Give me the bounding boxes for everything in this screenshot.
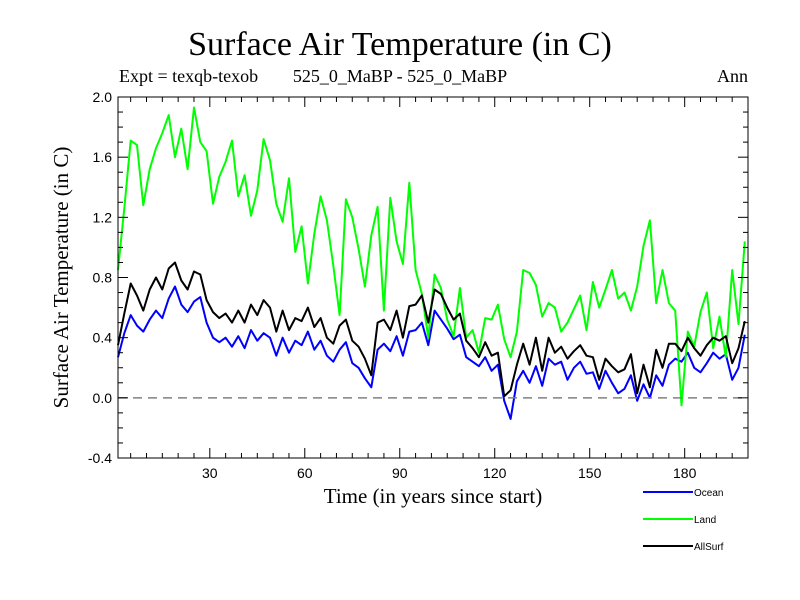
y-tick-label: 0.0 <box>93 390 113 406</box>
x-tick-label: 90 <box>392 465 408 481</box>
y-axis-title: Surface Air Temperature (in C) <box>49 147 73 409</box>
season-label: Ann <box>717 66 748 86</box>
y-tick-label: 2.0 <box>93 89 113 105</box>
series-line-land <box>117 106 746 407</box>
x-axis-title: Time (in years since start) <box>324 484 543 508</box>
y-tick-label: 1.2 <box>93 209 113 225</box>
legend-label-ocean: Ocean <box>694 488 723 499</box>
y-tick-label: -0.4 <box>88 450 112 466</box>
comparison-label: 525_0_MaBP - 525_0_MaBP <box>292 66 508 86</box>
series-line-allsurf <box>117 261 746 398</box>
y-tick-label: 0.4 <box>93 330 113 346</box>
x-tick-label: 60 <box>297 465 313 481</box>
y-tick-label: 0.8 <box>93 270 113 286</box>
x-tick-label: 120 <box>483 465 507 481</box>
x-tick-label: 180 <box>673 465 697 481</box>
axis-ticks: 30 60 90 120 150 180 -0.4 0.0 0.4 0.8 1.2 1.6 2.0 <box>88 89 749 481</box>
y-tick-label: 1.6 <box>93 149 113 165</box>
experiment-label: Expt = texqb-texob <box>119 66 259 86</box>
series-line-ocean <box>117 285 746 420</box>
x-tick-label: 150 <box>578 465 602 481</box>
x-tick-label: 30 <box>202 465 218 481</box>
chart-title: Surface Air Temperature (in C) <box>188 26 612 63</box>
legend-label-land: Land <box>694 515 716 526</box>
series-layer <box>117 106 746 420</box>
legend-label-allsurf: AllSurf <box>694 542 724 553</box>
legend: Ocean Land AllSurf <box>643 488 724 553</box>
